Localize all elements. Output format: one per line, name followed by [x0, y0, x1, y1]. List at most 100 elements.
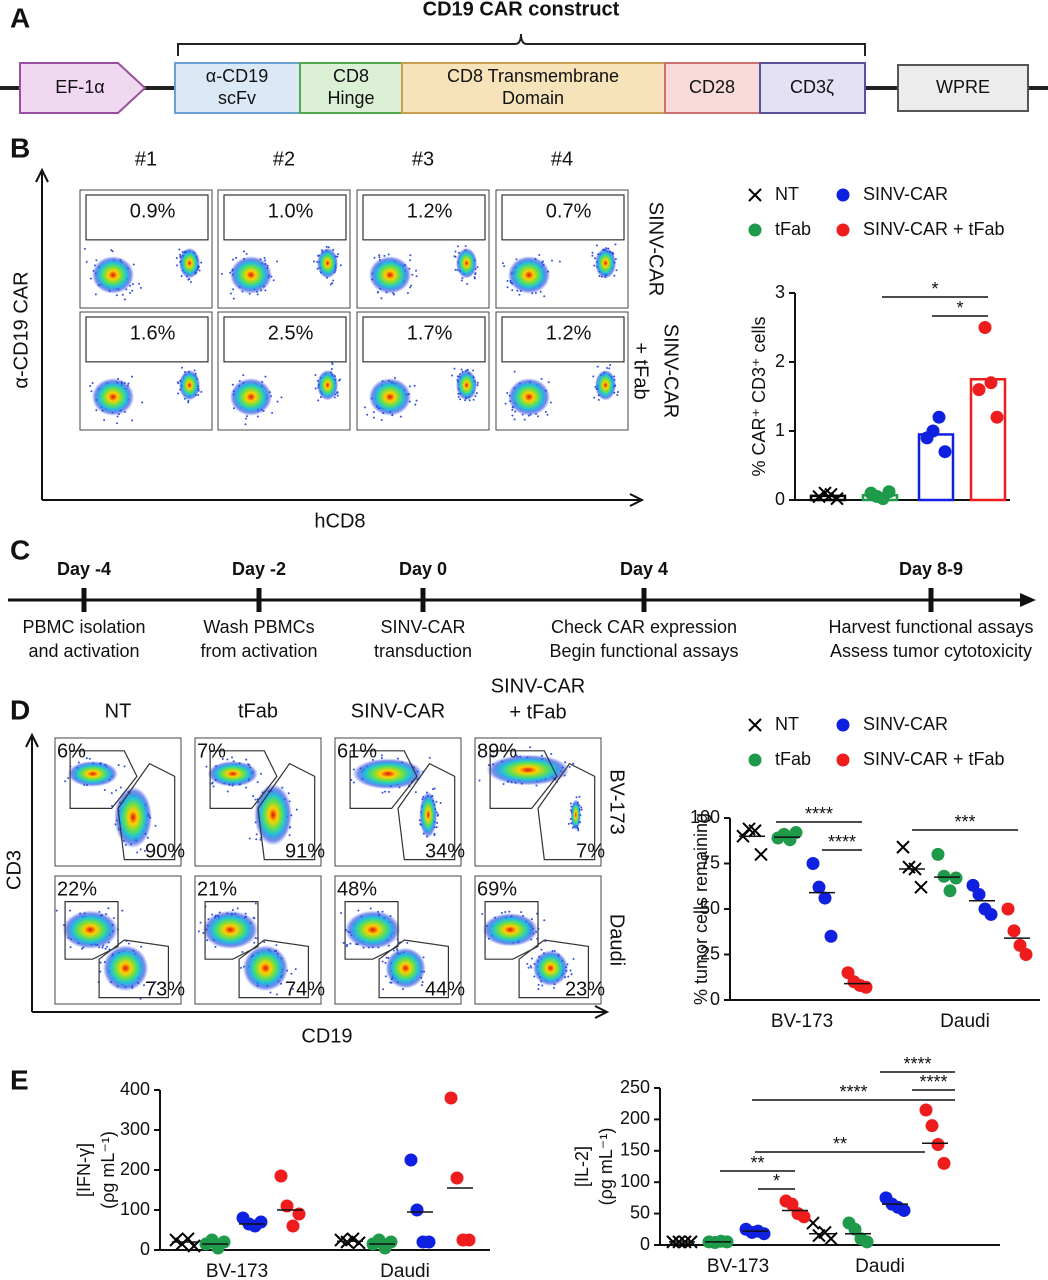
flow-event — [240, 966, 243, 969]
significance: * — [931, 279, 938, 299]
significance: *** — [954, 812, 975, 832]
density — [67, 761, 119, 787]
gate — [204, 900, 259, 960]
flow-event — [454, 250, 457, 253]
data-point — [931, 847, 945, 861]
flow-event — [89, 277, 92, 280]
density — [91, 378, 135, 416]
significance: **** — [828, 832, 856, 852]
panel-label: E — [10, 1064, 29, 1095]
flow-event — [549, 401, 552, 404]
data-point — [897, 1203, 911, 1217]
flow-event — [415, 269, 418, 272]
flow-event — [474, 273, 477, 276]
flow-plot — [334, 737, 462, 867]
flow-event — [329, 283, 332, 286]
y-tick-label: 200 — [120, 1159, 150, 1179]
y-tick-label: 0 — [710, 989, 720, 1009]
density — [385, 947, 426, 989]
flow-event — [387, 790, 390, 793]
flow-event — [110, 792, 113, 795]
data-point — [169, 1233, 183, 1247]
flow-event — [337, 253, 340, 256]
flow-event — [547, 381, 550, 384]
flow-event — [453, 255, 456, 258]
gate — [238, 939, 309, 999]
flow-event — [253, 941, 256, 944]
gate — [69, 750, 138, 810]
flow-event — [95, 259, 98, 262]
flow-event — [252, 795, 255, 798]
day-label: Day 4 — [620, 559, 668, 579]
data-point — [943, 884, 957, 898]
data-point — [937, 1156, 951, 1170]
density — [229, 378, 273, 416]
density — [532, 950, 569, 987]
event-text: Check CAR expression — [551, 617, 737, 637]
event-text: from activation — [200, 641, 317, 661]
gate-percent: 21% — [197, 878, 237, 900]
flow-event — [476, 381, 479, 384]
flow-event — [580, 808, 583, 811]
legend-marker — [748, 718, 762, 732]
flow-plot — [334, 875, 462, 1005]
y-axis-label: (ρg mL⁻¹) — [98, 1131, 118, 1209]
flow-event — [103, 788, 106, 791]
flow-event — [123, 765, 126, 768]
flow-plot — [474, 875, 602, 1005]
y-tick-label: 2 — [775, 351, 785, 371]
gate — [85, 316, 209, 363]
flow-event — [336, 394, 339, 397]
data-point — [346, 1232, 360, 1246]
flow-event — [464, 245, 467, 248]
flow-event — [336, 391, 339, 394]
data-point — [925, 1119, 939, 1133]
flow-event — [129, 292, 132, 295]
y-tick-label: 250 — [620, 1077, 650, 1097]
flow-event — [592, 375, 595, 378]
flow-event — [504, 910, 507, 913]
density — [179, 369, 201, 401]
flow-event — [139, 286, 142, 289]
flow-event — [245, 415, 248, 418]
y-tick-label: 100 — [690, 807, 720, 827]
data-point — [990, 410, 1004, 424]
segment-label: α-CD19 — [206, 66, 268, 86]
flow-event — [231, 908, 234, 911]
flow-event — [210, 782, 213, 785]
flow-event — [472, 369, 475, 372]
legend-label: tFab — [775, 219, 811, 239]
legend-marker — [748, 188, 762, 202]
flow-event — [435, 826, 438, 829]
significance: ** — [833, 1134, 847, 1154]
flow-event — [459, 398, 462, 401]
flow-event — [564, 761, 567, 764]
flow-event — [460, 368, 463, 371]
density — [317, 247, 339, 279]
flow-event — [372, 416, 375, 419]
x-tick-label: BV-173 — [206, 1261, 268, 1280]
y-axis-label: % CAR⁺ CD3⁺ cells — [749, 316, 769, 476]
data-point — [217, 1235, 231, 1249]
flow-event — [226, 790, 229, 793]
data-point — [1007, 924, 1021, 938]
flow-event — [255, 833, 258, 836]
flow-event — [263, 940, 266, 943]
flow-plot — [79, 311, 213, 431]
y-tick-label: 400 — [120, 1079, 150, 1099]
flow-event — [506, 286, 509, 289]
flow-event — [431, 788, 434, 791]
flow-event — [460, 279, 463, 282]
flow-event — [435, 800, 438, 803]
gate — [518, 939, 590, 999]
data-point — [972, 887, 986, 901]
gate-percent: 0.7% — [546, 200, 592, 222]
event-text: Harvest functional assays — [828, 617, 1033, 637]
flow-event — [231, 383, 234, 386]
density — [486, 754, 570, 786]
flow-plot — [495, 189, 629, 309]
density — [595, 369, 617, 401]
flow-event — [378, 254, 381, 257]
flow-event — [508, 910, 511, 913]
flow-event — [291, 988, 294, 991]
